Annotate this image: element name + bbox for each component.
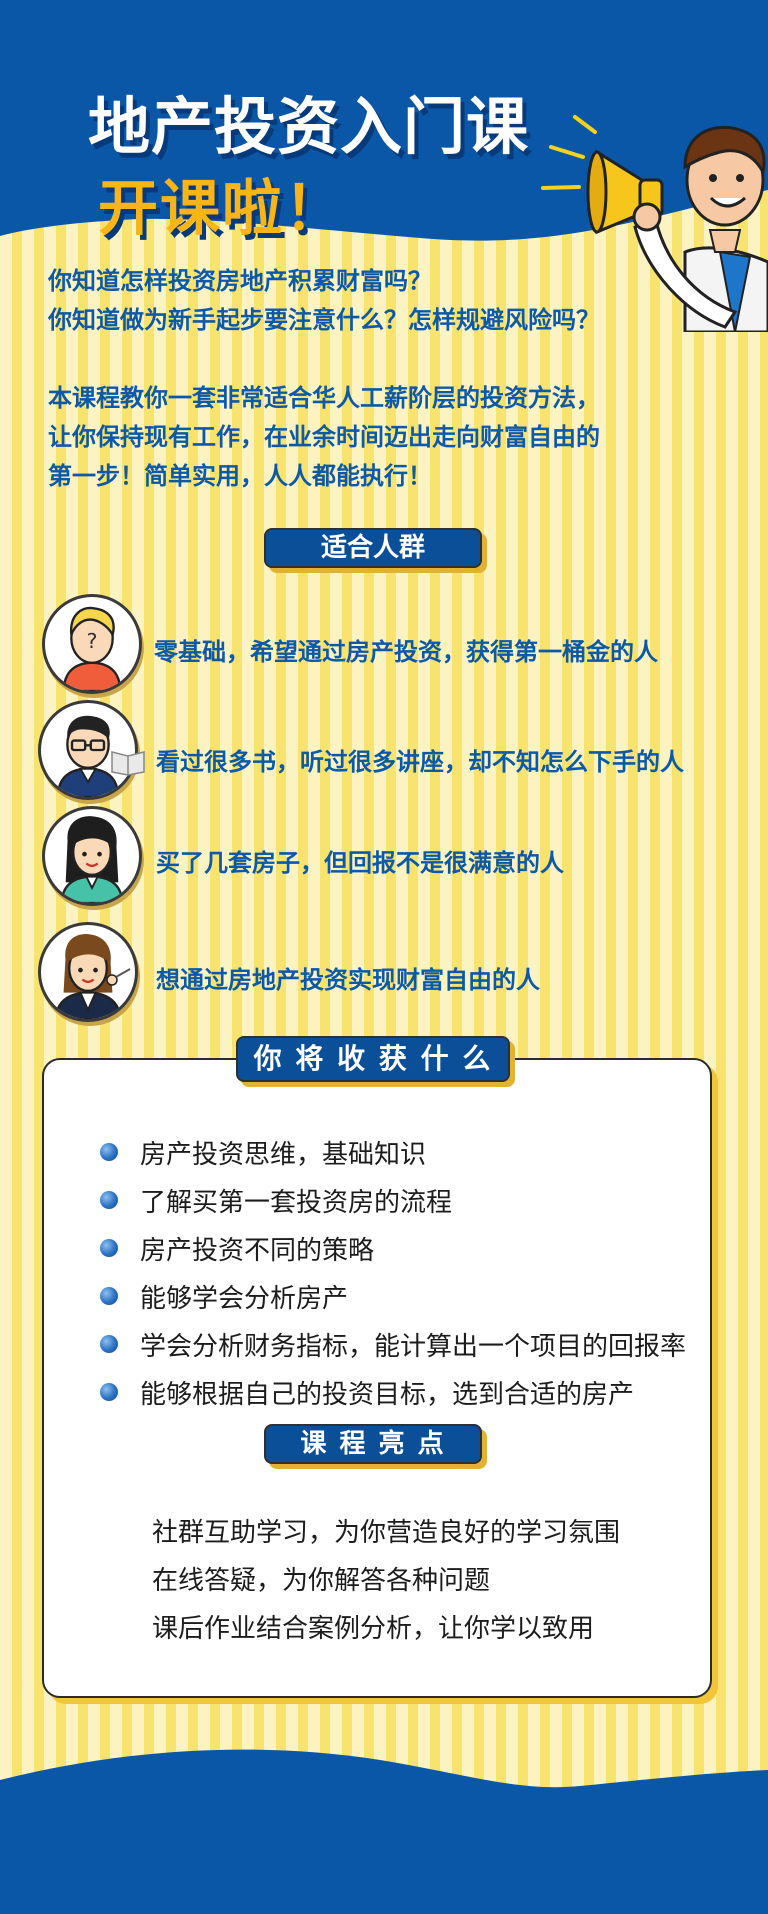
list-item: 了解买第一套投资房的流程 <box>100 1180 452 1220</box>
megaphone-man-icon <box>541 115 768 332</box>
businesswoman-icon <box>38 922 138 1022</box>
intro-question: 你知道怎样投资房地产积累财富吗？ <box>48 267 432 295</box>
audience-item-text: 看过很多书，听过很多讲座，却不知怎么下手的人 <box>156 748 684 776</box>
highlight-item: 在线答疑，为你解答各种问题 <box>152 1566 491 1596</box>
benefit-text: 了解买第一套投资房的流程 <box>140 1187 453 1218</box>
intro-question: 你知道做为新手起步要注意什么？怎样规避风险吗？ <box>48 306 600 334</box>
book-icon <box>111 751 145 776</box>
intro-description: 本课程教你一套非常适合华人工薪阶层的投资方法， 让你保持现有工作，在业余时间迈出… <box>48 379 748 496</box>
intro-description-line: 第一步！简单实用，人人都能执行！ <box>48 462 432 490</box>
glasses-man-icon <box>38 700 138 800</box>
bullet-icon <box>100 1143 118 1161</box>
list-item: 房产投资不同的策略 <box>100 1228 374 1268</box>
benefit-text: 房产投资思维，基础知识 <box>140 1139 427 1170</box>
top-wave <box>0 0 768 241</box>
intro-questions: 你知道怎样投资房地产积累财富吗？ 你知道做为新手起步要注意什么？怎样规避风险吗？ <box>48 262 748 340</box>
bullet-icon <box>100 1287 118 1305</box>
list-item: 能够学会分析房产 <box>100 1276 348 1316</box>
audience-item-text: 买了几套房子，但回报不是很满意的人 <box>156 849 564 877</box>
bullet-icon <box>100 1239 118 1257</box>
list-item: 房产投资思维，基础知识 <box>100 1132 426 1172</box>
question-face-icon: ? <box>42 594 142 694</box>
bottom-wave <box>0 1749 768 1914</box>
highlight-item: 课后作业结合案例分析，让你学以致用 <box>152 1614 595 1644</box>
list-item: 学会分析财务指标，能计算出一个项目的回报率 <box>100 1324 686 1364</box>
benefit-text: 学会分析财务指标，能计算出一个项目的回报率 <box>140 1331 687 1362</box>
pointer-icon <box>106 968 131 986</box>
benefits-card: 房产投资思维，基础知识 了解买第一套投资房的流程 房产投资不同的策略 能够学会分… <box>42 1058 712 1698</box>
highlight-item: 社群互助学习，为你营造良好的学习氛围 <box>152 1518 621 1548</box>
benefit-text: 能够根据自己的投资目标，选到合适的房产 <box>140 1379 635 1410</box>
intro-description-line: 本课程教你一套非常适合华人工薪阶层的投资方法， <box>48 384 600 412</box>
page-title: 地产投资入门课 <box>88 90 530 163</box>
audience-item-text: 零基础，希望通过房产投资，获得第一桶金的人 <box>154 638 658 666</box>
audience-heading: 适合人群 <box>264 528 482 568</box>
page-subtitle: 开课啦！ <box>98 174 346 244</box>
audience-item-text: 想通过房地产投资实现财富自由的人 <box>156 966 540 994</box>
bullet-icon <box>100 1335 118 1353</box>
benefit-text: 能够学会分析房产 <box>140 1283 349 1314</box>
intro-description-line: 让你保持现有工作，在业余时间迈出走向财富自由的 <box>48 423 600 451</box>
list-item: 能够根据自己的投资目标，选到合适的房产 <box>100 1372 634 1412</box>
benefit-text: 房产投资不同的策略 <box>140 1235 375 1266</box>
bullet-icon <box>100 1191 118 1209</box>
woman-icon <box>42 806 142 906</box>
benefits-heading: 你 将 收 获 什 么 <box>236 1036 510 1082</box>
svg-text:?: ? <box>87 629 98 653</box>
highlights-heading: 课 程 亮 点 <box>264 1424 482 1464</box>
bullet-icon <box>100 1383 118 1401</box>
